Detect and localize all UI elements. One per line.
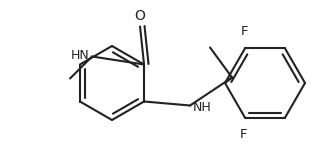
Text: NH: NH <box>193 101 212 114</box>
Text: HN: HN <box>70 49 89 62</box>
Text: O: O <box>135 9 146 24</box>
Text: F: F <box>240 128 248 141</box>
Text: F: F <box>240 25 248 38</box>
